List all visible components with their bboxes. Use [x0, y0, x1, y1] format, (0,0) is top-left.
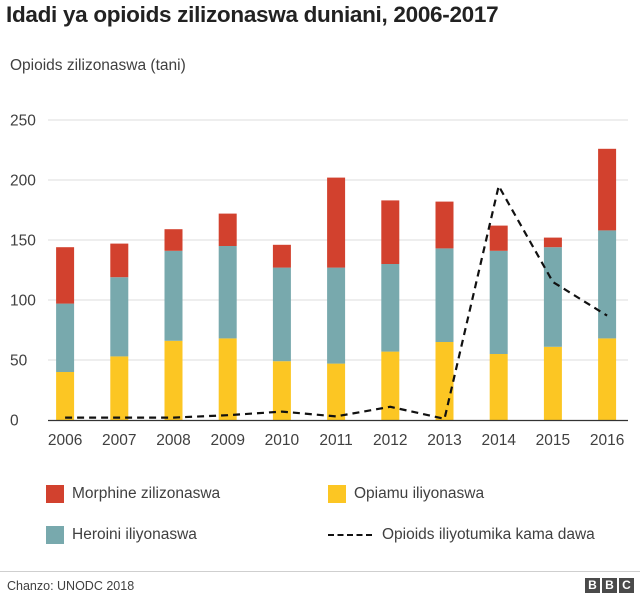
x-tick-label-2016: 2016	[590, 432, 624, 449]
bar-opium-2009	[218, 338, 237, 420]
bar-heroin-2016	[598, 230, 617, 339]
x-tick-label-2008: 2008	[156, 432, 190, 449]
bbc-logo-letter-3: C	[619, 578, 634, 593]
bar-morphine-2013	[435, 201, 454, 249]
x-tick-label-2007: 2007	[102, 432, 136, 449]
y-tick-label-100: 100	[10, 293, 36, 310]
y-tick-label-150: 150	[10, 233, 36, 250]
y-tick-label-50: 50	[10, 353, 28, 370]
x-tick-label-2011: 2011	[319, 432, 352, 449]
y-tick-label-200: 200	[10, 173, 36, 190]
bar-morphine-2007	[110, 243, 129, 278]
x-tick-label-2014: 2014	[481, 432, 516, 449]
bar-morphine-2011	[327, 177, 346, 268]
bar-heroin-2013	[435, 248, 454, 342]
legend-label-medical: Opioids iliyotumika kama dawa	[382, 526, 595, 543]
x-tick-label-2009: 2009	[210, 432, 244, 449]
bar-opium-2014	[489, 354, 508, 420]
bar-heroin-2011	[327, 267, 346, 364]
bar-morphine-2008	[164, 229, 183, 251]
legend-dash-medical	[328, 534, 372, 536]
legend-swatch-heroin	[46, 526, 64, 544]
legend-label-opium: Opiamu iliyonaswa	[354, 485, 485, 502]
y-tick-label-0: 0	[10, 413, 19, 430]
bar-morphine-2010	[272, 244, 291, 268]
bbc-logo: B B C	[585, 578, 634, 593]
x-tick-label-2006: 2006	[48, 432, 82, 449]
bar-morphine-2015	[543, 237, 562, 248]
bar-opium-2011	[327, 363, 346, 420]
x-tick-label-2013: 2013	[427, 432, 461, 449]
bar-opium-2015	[543, 346, 562, 420]
footer-divider	[0, 571, 640, 572]
legend-item-heroin: Heroini iliyonaswa	[46, 526, 197, 544]
chart-title: Idadi ya opioids zilizonaswa duniani, 20…	[6, 2, 499, 27]
y-axis-label: Opioids zilizonaswa (tani)	[10, 57, 186, 74]
bbc-logo-letter-1: B	[585, 578, 600, 593]
bar-morphine-2014	[489, 225, 508, 251]
bar-morphine-2016	[598, 148, 617, 231]
bar-heroin-2009	[218, 246, 237, 339]
legend-swatch-opium	[328, 485, 346, 503]
bar-opium-2010	[272, 361, 291, 420]
bar-heroin-2012	[381, 264, 400, 352]
bar-opium-2006	[56, 372, 75, 420]
legend-label-heroin: Heroini iliyonaswa	[72, 526, 197, 543]
bar-opium-2008	[164, 340, 183, 420]
bar-morphine-2009	[218, 213, 237, 246]
legend-swatch-morphine	[46, 485, 64, 503]
bar-morphine-2006	[56, 247, 75, 304]
x-tick-label-2010: 2010	[265, 432, 300, 449]
bar-heroin-2015	[543, 247, 562, 347]
bar-opium-2012	[381, 351, 400, 420]
bar-heroin-2010	[272, 267, 291, 362]
legend-item-morphine: Morphine zilizonaswa	[46, 485, 220, 503]
legend-item-medical: Opioids iliyotumika kama dawa	[328, 526, 595, 544]
bar-heroin-2007	[110, 277, 129, 357]
legend-label-morphine: Morphine zilizonaswa	[72, 485, 221, 502]
bar-heroin-2014	[489, 250, 508, 354]
x-tick-label-2015: 2015	[536, 432, 570, 449]
bar-opium-2007	[110, 356, 129, 420]
bbc-logo-letter-2: B	[602, 578, 617, 593]
y-tick-label-250: 250	[10, 113, 36, 130]
bar-heroin-2006	[56, 303, 75, 372]
chart-area: 0 50 100 150 200 250 2006 2007 2008 2009 2010 2011 2…	[10, 113, 628, 449]
line-series-medical-use	[65, 182, 608, 421]
bar-heroin-2008	[164, 250, 183, 341]
x-tick-label-2012: 2012	[373, 432, 407, 449]
legend-item-opium: Opiamu iliyonaswa	[328, 485, 484, 503]
bar-morphine-2012	[381, 200, 400, 264]
source-note: Chanzo: UNODC 2018	[7, 579, 135, 593]
bar-opium-2013	[435, 342, 454, 420]
bar-opium-2016	[598, 338, 617, 420]
